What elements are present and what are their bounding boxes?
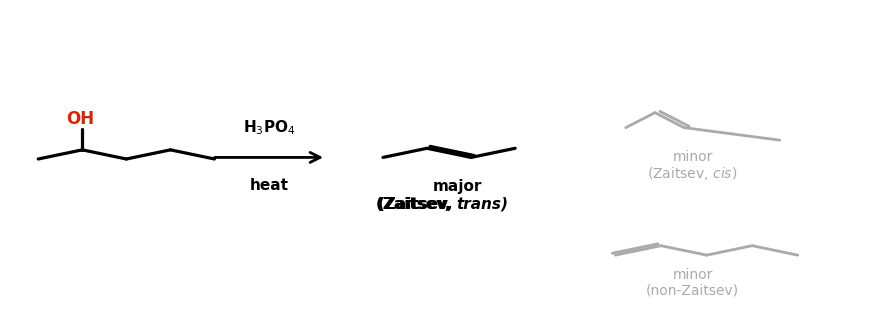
Text: major: major [433,179,482,195]
Text: (Zaitsev,: (Zaitsev, [378,197,458,212]
Text: (Zaitsev, $\it{cis}$): (Zaitsev, $\it{cis}$) [648,165,737,182]
Text: trans): trans) [456,197,508,212]
Text: OH: OH [67,110,95,128]
Text: (non-Zaitsev): (non-Zaitsev) [646,284,739,298]
Text: minor: minor [672,268,713,282]
Text: minor: minor [672,149,713,163]
Text: (Zaitsev,: (Zaitsev, [377,197,456,212]
Text: heat: heat [249,178,289,193]
Text: H$_3$PO$_4$: H$_3$PO$_4$ [243,118,295,137]
